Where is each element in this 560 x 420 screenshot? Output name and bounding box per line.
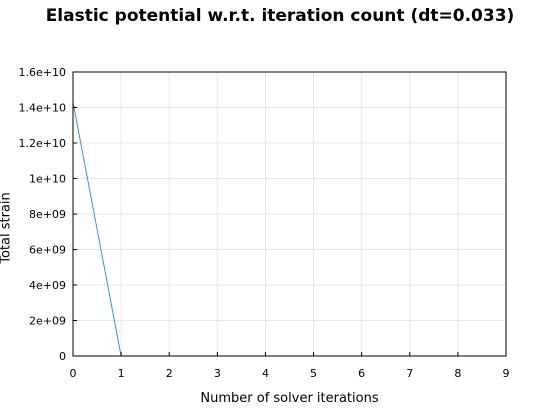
y-tick-label: 1e+10	[29, 173, 66, 186]
y-tick-label: 4e+09	[29, 279, 66, 292]
x-tick-label: 2	[166, 367, 173, 380]
chart-title: Elastic potential w.r.t. iteration count…	[45, 6, 515, 26]
series-line	[72, 102, 506, 357]
y-tick-label: 6e+09	[29, 244, 66, 257]
y-tick-label: 1.6e+10	[19, 66, 66, 79]
y-tick-label: 1.2e+10	[19, 137, 66, 150]
y-axis-title: Total strain	[0, 192, 14, 265]
series-layer	[72, 102, 506, 357]
y-tick-label: 2e+09	[29, 315, 66, 328]
gridlines	[73, 72, 506, 356]
x-tick-label: 4	[262, 367, 269, 380]
tick-layer: 0 1 2 3 4 5 6 7 8 9 0 2e+09 4e+09 6e+09 8e+09 1e+10 1.2e…	[19, 66, 510, 380]
x-tick-label: 9	[503, 367, 510, 380]
x-tick-label: 0	[70, 367, 77, 380]
y-tick-label: 0	[59, 350, 66, 363]
x-tick-label: 6	[358, 367, 365, 380]
x-tick-label: 8	[454, 367, 461, 380]
y-tick-label: 8e+09	[29, 208, 66, 221]
x-axis-title: Number of solver iterations	[200, 391, 378, 406]
y-tick-label: 1.4e+10	[19, 102, 66, 115]
x-tick-label: 3	[214, 367, 221, 380]
x-tick-label: 7	[406, 367, 413, 380]
x-tick-label: 1	[118, 367, 125, 380]
x-tick-label: 5	[310, 367, 317, 380]
